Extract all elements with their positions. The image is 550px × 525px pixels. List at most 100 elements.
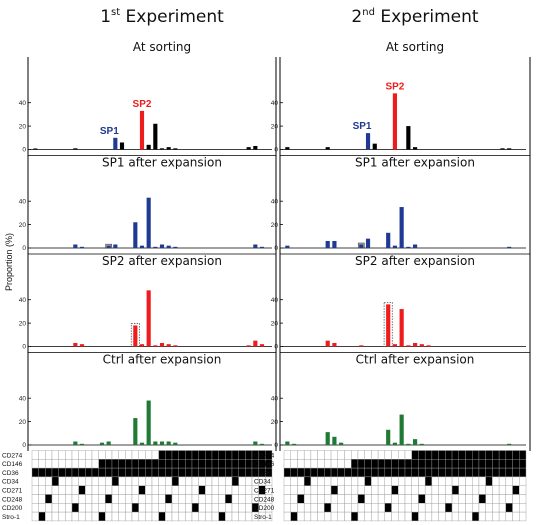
marker-cell: [465, 459, 473, 469]
marker-cell: [31, 511, 39, 522]
marker-cell: [384, 467, 392, 478]
marker-cell: [411, 450, 419, 460]
y-tick-label: 0: [22, 442, 26, 449]
marker-cell: [138, 503, 146, 513]
marker-cell: [58, 450, 66, 460]
marker-cell: [297, 485, 305, 495]
marker-cell: [519, 511, 527, 522]
marker-cell: [478, 467, 486, 478]
marker-cell: [91, 450, 99, 460]
marker-cell: [145, 450, 153, 460]
marker-cell: [78, 511, 86, 522]
marker-cell: [290, 450, 298, 460]
bar: [113, 244, 118, 248]
marker-cell: [45, 467, 53, 478]
marker-cell: [458, 476, 466, 486]
marker-label: CD34: [254, 479, 271, 486]
marker-cell: [505, 450, 513, 460]
marker-cell: [411, 494, 419, 504]
marker-cell: [238, 494, 246, 504]
marker-cell: [238, 467, 246, 478]
marker-cell: [438, 467, 446, 478]
marker-cell: [505, 476, 513, 486]
marker-label: CD274: [2, 452, 23, 459]
marker-cell: [445, 450, 453, 460]
marker-cell: [125, 511, 133, 522]
marker-label: CD248: [2, 496, 23, 503]
bar: [79, 344, 85, 347]
dashed-box: [383, 301, 393, 347]
marker-cell: [158, 511, 166, 522]
marker-cell: [297, 511, 305, 522]
marker-label: CD36: [2, 470, 19, 477]
marker-cell: [218, 485, 226, 495]
marker-cell: [424, 476, 433, 486]
marker-cell: [424, 485, 433, 495]
marker-cell: [171, 467, 179, 478]
marker-cell: [211, 476, 219, 486]
marker-cell: [398, 503, 406, 513]
marker-cell: [290, 494, 298, 504]
marker-label: CD200: [2, 505, 23, 512]
marker-cell: [45, 459, 53, 469]
bar: [166, 147, 171, 150]
bar: [399, 309, 404, 347]
marker-cell: [45, 485, 53, 495]
panel-title: SP2 after expansion: [355, 254, 475, 268]
marker-cell: [485, 467, 493, 478]
marker-cell: [205, 503, 213, 513]
marker-cell: [138, 476, 146, 486]
marker-cell: [357, 459, 365, 469]
marker-cell: [38, 511, 46, 522]
marker-cell: [498, 494, 507, 504]
marker-cell: [111, 494, 119, 504]
bar: [173, 148, 178, 150]
marker-cell: [337, 494, 345, 504]
marker-cell: [438, 450, 446, 460]
marker-cell: [225, 459, 233, 469]
marker-cell: [231, 503, 239, 513]
marker-cell: [364, 459, 372, 469]
marker-cell: [458, 503, 466, 513]
marker-cell: [472, 503, 480, 513]
marker-cell: [245, 450, 253, 460]
marker-cell: [65, 511, 73, 522]
marker-cell: [505, 485, 513, 495]
marker-label: CD36: [254, 470, 271, 477]
marker-cell: [185, 494, 193, 504]
marker-cell: [451, 511, 459, 522]
bar: [153, 441, 158, 445]
bar: [507, 246, 512, 248]
marker-cell: [85, 467, 93, 478]
marker-cell: [371, 485, 379, 495]
panel-title: SP1 after expansion: [102, 156, 222, 170]
marker-cell: [178, 511, 186, 522]
marker-cell: [185, 503, 193, 513]
bar: [365, 133, 371, 150]
marker-cell: [391, 494, 399, 504]
marker-cell: [451, 494, 459, 504]
marker-cell: [151, 467, 159, 478]
marker-cell: [125, 459, 133, 469]
marker-cell: [310, 494, 318, 504]
marker-cell: [185, 450, 193, 460]
marker-cell: [191, 450, 199, 460]
panel-title: SP2 after expansion: [102, 254, 222, 268]
bar: [412, 342, 418, 347]
marker-cell: [485, 494, 493, 504]
marker-cell: [118, 511, 126, 522]
marker-cell: [125, 494, 133, 504]
marker-cell: [98, 476, 106, 486]
marker-cell: [492, 467, 500, 478]
marker-cell: [131, 503, 139, 513]
marker-cell: [151, 476, 159, 486]
marker-cell: [357, 476, 365, 486]
bar: [253, 340, 258, 347]
marker-cell: [71, 476, 79, 486]
marker-cell: [138, 511, 146, 522]
bar: [146, 144, 151, 150]
bar: [246, 147, 251, 150]
y-tick-label: 0: [274, 147, 278, 154]
marker-cell: [171, 450, 179, 460]
marker-cell: [404, 494, 412, 504]
